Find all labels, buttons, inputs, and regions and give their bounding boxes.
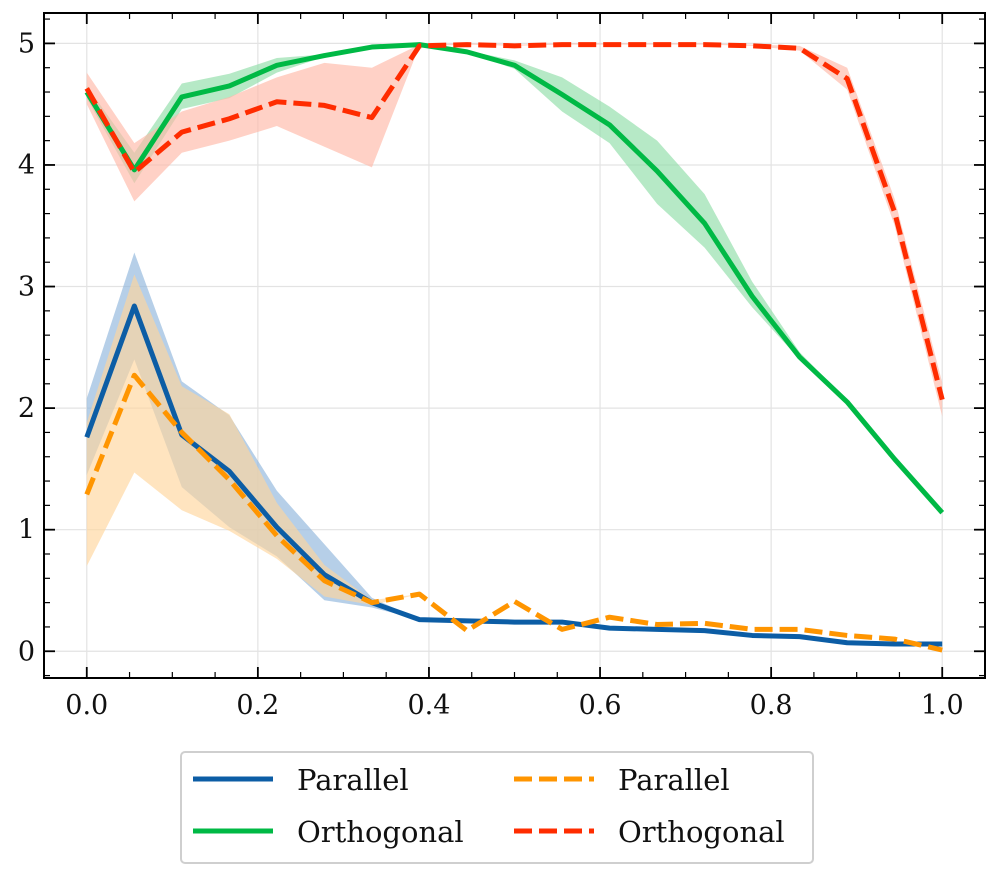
y-tick-label: 2 [18, 393, 35, 424]
y-tick-labels: 0 1 2 3 4 5 [18, 28, 35, 667]
series-line-solid-orthogonal [84, 42, 945, 515]
band-dashed-parallel [86, 274, 943, 651]
legend-label: Parallel [297, 763, 409, 797]
y-tick-label: 4 [18, 150, 35, 181]
y-tick-label: 1 [18, 515, 35, 546]
x-tick-label: 0.8 [750, 690, 793, 721]
series-line-solid-parallel [84, 303, 943, 647]
x-tick-label: 1.0 [921, 690, 964, 721]
x-tick-labels: 0.0 0.2 0.4 0.6 0.8 1.0 [65, 690, 963, 721]
axis-ticks [43, 13, 986, 678]
legend-label: Orthogonal [618, 815, 785, 849]
x-tick-label: 0.2 [236, 690, 279, 721]
series-line-dashed-orthogonal [84, 42, 945, 401]
legend-label: Orthogonal [297, 815, 464, 849]
confidence-bands [86, 43, 943, 651]
y-tick-label: 0 [18, 636, 35, 667]
x-tick-label: 0.6 [579, 690, 622, 721]
y-tick-label: 3 [18, 272, 35, 303]
legend-box [180, 751, 814, 864]
y-tick-label: 5 [18, 28, 35, 59]
legend: Parallel Orthogonal Parallel Orthogonal [180, 751, 814, 864]
x-tick-label: 0.0 [65, 690, 108, 721]
legend-label: Parallel [618, 763, 730, 797]
series-lines [84, 42, 945, 653]
x-tick-label: 0.4 [407, 690, 450, 721]
